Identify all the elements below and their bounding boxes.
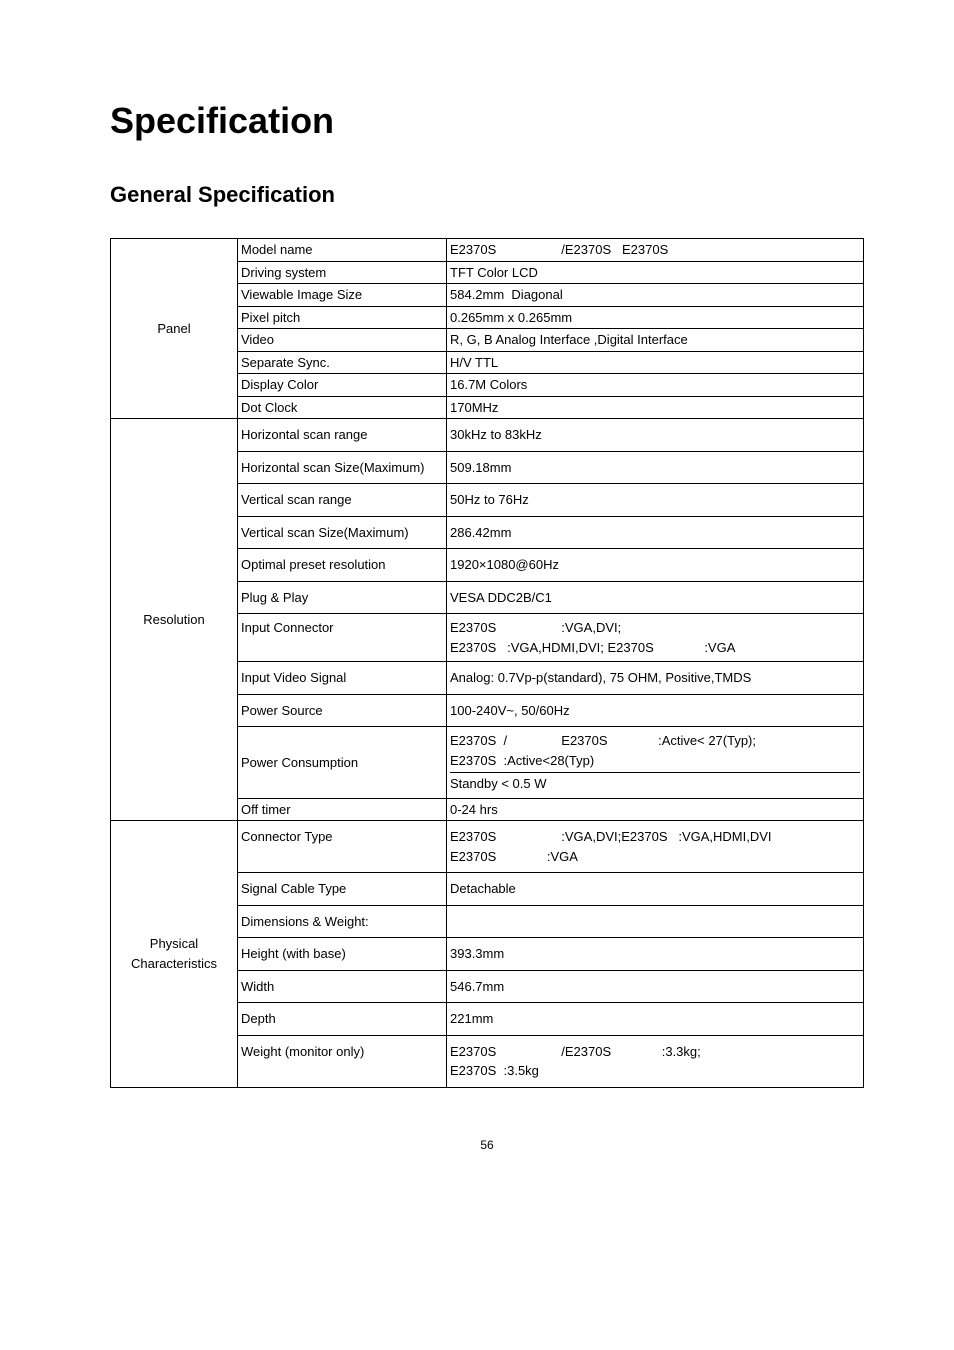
param: Power Consumption bbox=[238, 727, 447, 799]
value: 509.18mm bbox=[447, 451, 864, 484]
value: E2370S :VGA,DVI;E2370S :VGA,HDMI,DVIE237… bbox=[447, 821, 864, 873]
value: 221mm bbox=[447, 1003, 864, 1036]
value: VESA DDC2B/C1 bbox=[447, 581, 864, 614]
param: Driving system bbox=[238, 261, 447, 284]
param: Depth bbox=[238, 1003, 447, 1036]
param: Power Source bbox=[238, 694, 447, 727]
param: Separate Sync. bbox=[238, 351, 447, 374]
param: Height (with base) bbox=[238, 938, 447, 971]
spec-table: Panel Model name E2370S /E2370S E2370S D… bbox=[110, 238, 864, 1088]
value bbox=[447, 905, 864, 938]
param: Weight (monitor only) bbox=[238, 1035, 447, 1087]
value-bottom: Standby < 0.5 W bbox=[450, 772, 860, 794]
value: 0-24 hrs bbox=[447, 798, 864, 821]
value: 546.7mm bbox=[447, 970, 864, 1003]
page-title: Specification bbox=[110, 100, 864, 142]
value: 286.42mm bbox=[447, 516, 864, 549]
value: 170MHz bbox=[447, 396, 864, 419]
param: Vertical scan Size(Maximum) bbox=[238, 516, 447, 549]
param: Vertical scan range bbox=[238, 484, 447, 517]
value: 16.7M Colors bbox=[447, 374, 864, 397]
value: E2370S /E2370S :3.3kg;E2370S :3.5kg bbox=[447, 1035, 864, 1087]
value: E2370S / E2370S :Active< 27(Typ);E2370S … bbox=[447, 727, 864, 799]
value: 393.3mm bbox=[447, 938, 864, 971]
value: E2370S :VGA,DVI;E2370S :VGA,HDMI,DVI; E2… bbox=[447, 614, 864, 662]
param: Connector Type bbox=[238, 821, 447, 873]
param: Horizontal scan range bbox=[238, 419, 447, 452]
param: Dimensions & Weight: bbox=[238, 905, 447, 938]
param: Horizontal scan Size(Maximum) bbox=[238, 451, 447, 484]
param: Pixel pitch bbox=[238, 306, 447, 329]
category-resolution: Resolution bbox=[111, 419, 238, 821]
category-physical: Physical Characteristics bbox=[111, 821, 238, 1088]
value: E2370S /E2370S E2370S bbox=[447, 239, 864, 262]
param: Display Color bbox=[238, 374, 447, 397]
param: Input Video Signal bbox=[238, 662, 447, 695]
param: Video bbox=[238, 329, 447, 352]
value: Detachable bbox=[447, 873, 864, 906]
value-top: E2370S / E2370S :Active< 27(Typ);E2370S … bbox=[450, 731, 860, 770]
param: Width bbox=[238, 970, 447, 1003]
value: 30kHz to 83kHz bbox=[447, 419, 864, 452]
value: 0.265mm x 0.265mm bbox=[447, 306, 864, 329]
param: Model name bbox=[238, 239, 447, 262]
value: Analog: 0.7Vp-p(standard), 75 OHM, Posit… bbox=[447, 662, 864, 695]
param: Signal Cable Type bbox=[238, 873, 447, 906]
value: R, G, B Analog Interface ,Digital Interf… bbox=[447, 329, 864, 352]
page-number: 56 bbox=[110, 1138, 864, 1152]
category-panel: Panel bbox=[111, 239, 238, 419]
value: 50Hz to 76Hz bbox=[447, 484, 864, 517]
param: Dot Clock bbox=[238, 396, 447, 419]
param: Optimal preset resolution bbox=[238, 549, 447, 582]
value: 584.2mm Diagonal bbox=[447, 284, 864, 307]
param: Plug & Play bbox=[238, 581, 447, 614]
param: Off timer bbox=[238, 798, 447, 821]
section-heading: General Specification bbox=[110, 182, 864, 208]
param: Viewable Image Size bbox=[238, 284, 447, 307]
value: 1920×1080@60Hz bbox=[447, 549, 864, 582]
value: H/V TTL bbox=[447, 351, 864, 374]
value: TFT Color LCD bbox=[447, 261, 864, 284]
value: 100-240V~, 50/60Hz bbox=[447, 694, 864, 727]
param: Input Connector bbox=[238, 614, 447, 662]
